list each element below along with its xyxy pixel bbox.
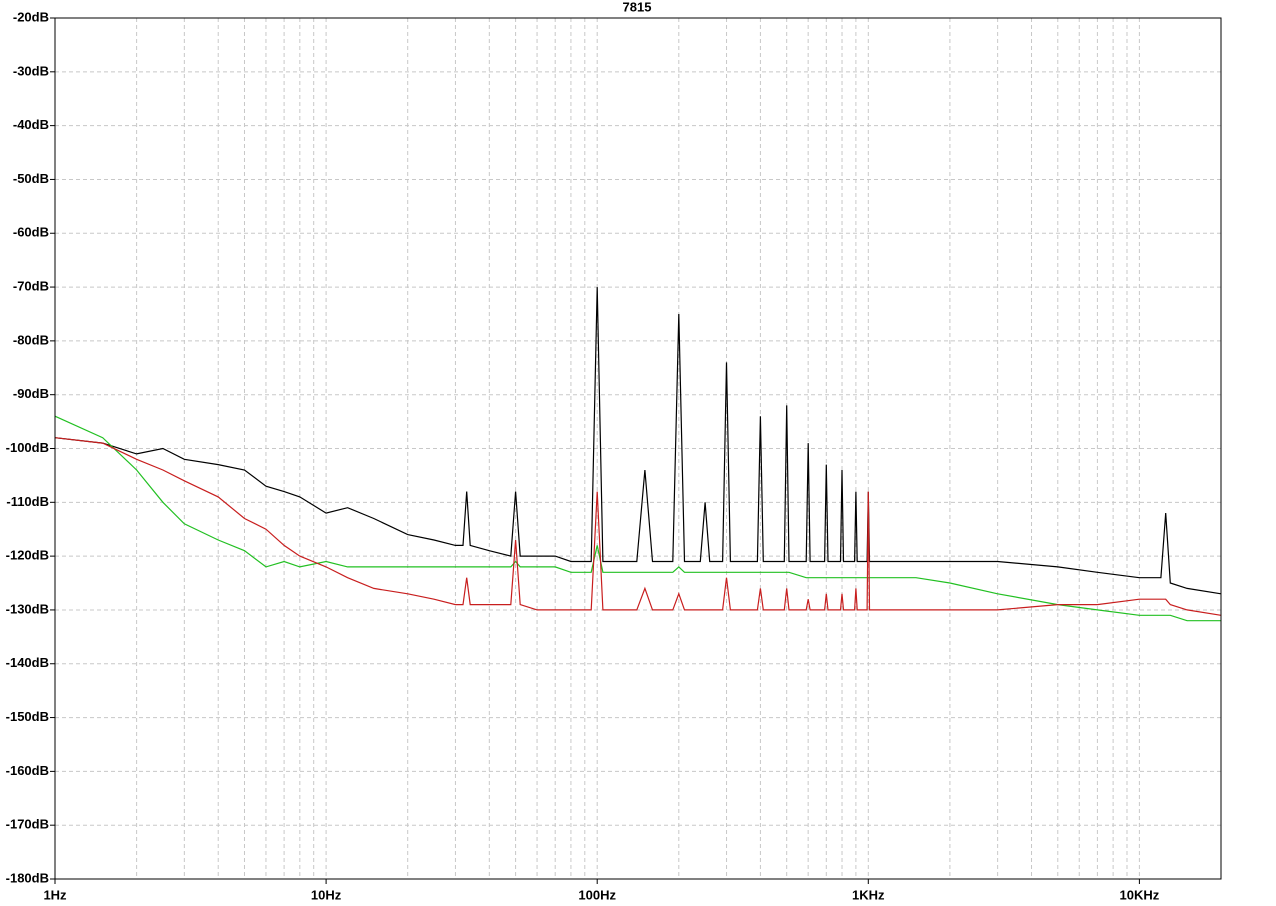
chart-title: 7815 <box>623 0 652 14</box>
y-tick-label: -120dB <box>6 548 49 563</box>
series-line <box>54 437 1222 616</box>
y-tick-label: -20dB <box>13 9 49 24</box>
y-tick-label: -50dB <box>13 171 49 186</box>
plot-border <box>54 17 1222 880</box>
series-line <box>54 287 1222 595</box>
y-tick-label: -70dB <box>13 279 49 294</box>
y-tick-label: -110dB <box>6 494 49 509</box>
y-tick-label: -180dB <box>6 870 49 885</box>
x-tick-label: 1KHz <box>852 887 885 902</box>
y-tick-label: -170dB <box>6 817 49 832</box>
series-line <box>54 415 1221 622</box>
x-tick-label: 10Hz <box>311 887 342 902</box>
y-tick-label: -30dB <box>13 63 49 78</box>
x-tick-label: 100Hz <box>578 887 616 902</box>
y-tick-label: -60dB <box>13 225 49 240</box>
y-tick-label: -130dB <box>6 601 49 616</box>
x-tick-label: 10KHz <box>1120 887 1160 902</box>
y-tick-label: -150dB <box>6 709 49 724</box>
y-tick-label: -100dB <box>6 440 49 455</box>
y-tick-label: -80dB <box>13 332 49 347</box>
y-tick-label: -90dB <box>13 386 49 401</box>
y-tick-label: -40dB <box>13 117 49 132</box>
x-tick-label: 1Hz <box>43 887 67 902</box>
y-tick-label: -160dB <box>6 763 49 778</box>
y-tick-label: -140dB <box>6 655 49 670</box>
